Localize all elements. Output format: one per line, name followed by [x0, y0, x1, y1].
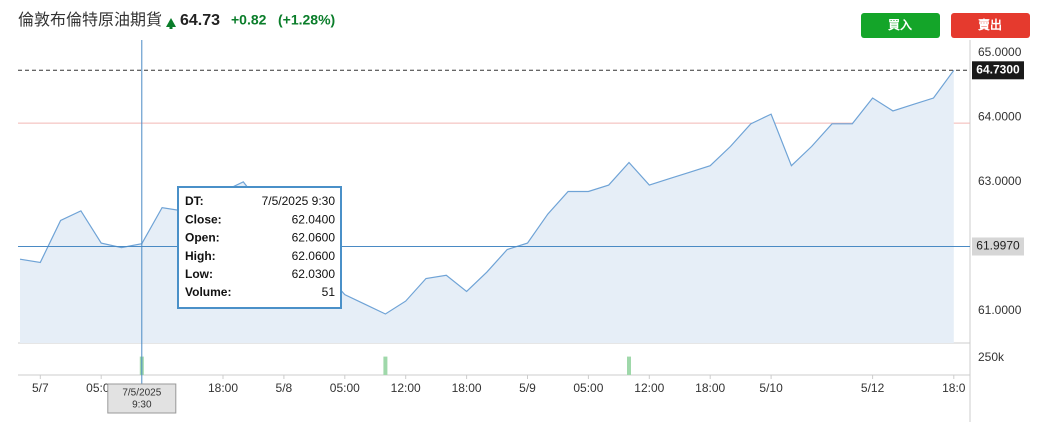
crosshair-x-label: 9:30	[132, 400, 152, 411]
volume-bar	[627, 356, 631, 375]
tooltip-key: Low:	[185, 267, 213, 281]
buy-button[interactable]: 買入	[861, 13, 940, 38]
sell-button-bg[interactable]	[951, 13, 1030, 38]
x-tick-label: 18:00	[695, 381, 725, 395]
last-price-box	[972, 61, 1024, 80]
tooltip-value: 62.0600	[292, 231, 336, 245]
tooltip-value: 62.0300	[292, 267, 336, 281]
up-arrow	[166, 18, 176, 29]
x-tick-label: 12:00	[391, 381, 421, 395]
crosshair-x-box	[107, 383, 177, 414]
crosshair-x-label: 7/5/2025	[122, 388, 161, 399]
x-tick-label: 5/10	[759, 381, 783, 395]
last-price-label: 64.7300	[976, 62, 1020, 76]
x-tick-label: 12:00	[634, 381, 664, 395]
price-line	[19, 69, 955, 315]
x-tick-label: 18:0	[942, 381, 966, 395]
x-tick-label: 5/12	[861, 381, 885, 395]
tooltip-key: Close:	[185, 212, 222, 226]
x-tick-label: 18:00	[452, 381, 482, 395]
change: +0.82	[231, 12, 267, 28]
tooltip-key: High:	[185, 249, 216, 263]
crosshair-y-label: 61.9970	[976, 239, 1020, 253]
tooltip-key: Volume:	[185, 285, 231, 299]
buy-label[interactable]: 買入	[888, 18, 912, 32]
sell-label[interactable]: 賣出	[977, 17, 1002, 32]
volume-tick-label: 250k	[978, 350, 1005, 364]
change-pct: (+1.28%)	[278, 12, 335, 28]
instrument-title: 倫敦布倫特原油期貨	[18, 11, 162, 29]
y-tick-label: 64.0000	[978, 110, 1022, 124]
price: 64.73	[180, 12, 220, 29]
x-tick-label: 18:00	[208, 381, 238, 395]
volume-bar	[383, 356, 388, 375]
x-tick-label: 5/9	[519, 381, 536, 395]
y-tick-label: 65.0000	[978, 45, 1022, 59]
crosshair-y-box	[972, 237, 1024, 256]
sell-button[interactable]: 賣出	[951, 13, 1030, 38]
y-tick-label: 63.0000	[978, 174, 1022, 188]
x-tick-label: 05:00	[573, 381, 603, 395]
tooltip-key: Open:	[185, 231, 220, 245]
tooltip: DT: 7/5/2025 9:30 Close: 62.0400 Open: 62.060…	[177, 186, 342, 309]
x-tick-label: 05:00	[330, 381, 360, 395]
y-tick-label: 61.0000	[978, 303, 1022, 317]
tooltip-value: 62.0400	[292, 212, 336, 226]
tooltip-key: DT:	[185, 194, 204, 208]
tooltip-value: 7/5/2025 9:30	[262, 194, 336, 208]
tooltip-value: 51	[322, 285, 336, 299]
x-tick-label: 5/8	[276, 381, 293, 395]
tooltip-value: 62.0600	[292, 249, 336, 263]
x-tick-label: 5/7	[32, 381, 49, 395]
tooltip-box	[177, 186, 342, 309]
buy-button-bg[interactable]	[861, 13, 940, 38]
